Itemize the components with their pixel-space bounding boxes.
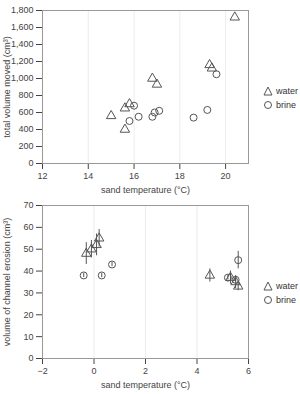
- svg-text:2: 2: [143, 366, 148, 376]
- svg-text:10: 10: [23, 332, 33, 342]
- html-text:brine: brine: [276, 99, 296, 110]
- svg-text:400: 400: [18, 124, 33, 134]
- svg-text:0: 0: [28, 158, 33, 168]
- svg-text:volume of channel erosion (cm³: volume of channel erosion (cm³): [2, 218, 12, 347]
- svg-text:4: 4: [194, 366, 199, 376]
- svg-text:40: 40: [23, 266, 33, 276]
- svg-text:sand temperature (°C): sand temperature (°C): [101, 185, 190, 195]
- svg-text:−2: −2: [37, 366, 47, 376]
- svg-text:12: 12: [37, 171, 47, 181]
- svg-text:16: 16: [129, 171, 139, 181]
- svg-text:1,000: 1,000: [11, 73, 34, 83]
- svg-text:70: 70: [23, 200, 33, 210]
- svg-text:1,200: 1,200: [11, 56, 34, 66]
- svg-text:0: 0: [91, 366, 96, 376]
- svg-text:1,400: 1,400: [11, 39, 34, 49]
- svg-text:20: 20: [221, 171, 231, 181]
- svg-text:20: 20: [23, 310, 33, 320]
- svg-text:1,800: 1,800: [11, 5, 34, 15]
- svg-text:sand temperature (°C): sand temperature (°C): [101, 380, 190, 390]
- svg-text:0: 0: [28, 353, 33, 363]
- svg-text:1,600: 1,600: [11, 22, 34, 32]
- svg-text:600: 600: [18, 107, 33, 117]
- html-text:brine: brine: [276, 294, 296, 305]
- svg-text:14: 14: [83, 171, 93, 181]
- svg-text:18: 18: [175, 171, 185, 181]
- svg-text:30: 30: [23, 288, 33, 298]
- svg-text:60: 60: [23, 222, 33, 232]
- svg-text:6: 6: [246, 366, 251, 376]
- html-text:water: water: [276, 85, 298, 96]
- svg-text:800: 800: [18, 90, 33, 100]
- svg-text:50: 50: [23, 244, 33, 254]
- html-text:water: water: [276, 280, 298, 291]
- svg-text:200: 200: [18, 141, 33, 151]
- svg-text:total volume moved (cm³): total volume moved (cm³): [2, 36, 12, 138]
